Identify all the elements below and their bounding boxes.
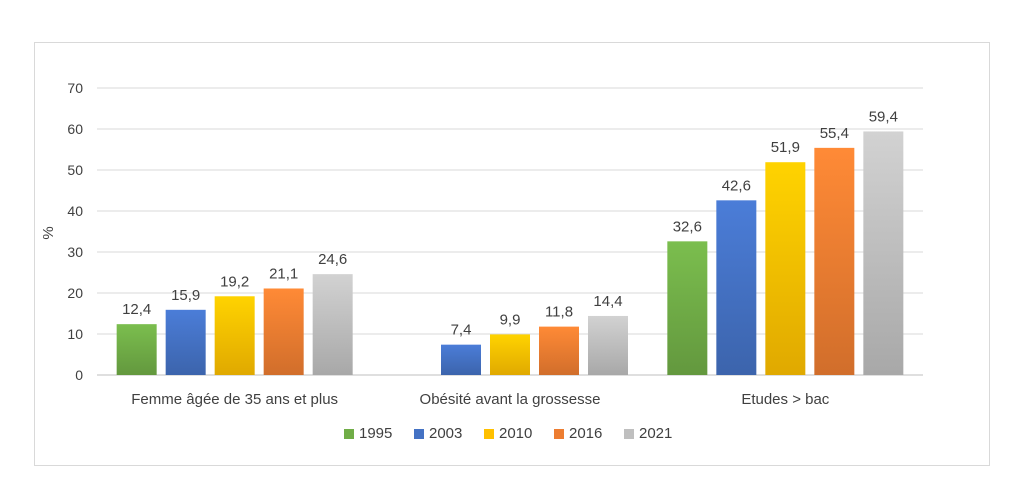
bar-2016 xyxy=(814,147,855,375)
data-labels: 12,4 15,9 19,2 21,1 24,6 7,4 9,9 11,8 14,4 32,6 42… xyxy=(122,108,898,338)
bar-1995 xyxy=(116,324,157,375)
bar-2016 xyxy=(263,288,304,375)
chart-frame: 0 10 20 30 40 50 60 70 % 12,4 15,9 19,2 21,1 24,6 7,… xyxy=(34,42,990,466)
y-axis-title: % xyxy=(40,226,57,239)
bar-1995 xyxy=(667,241,708,375)
category-labels: Femme âgée de 35 ans et plus Obésité avan… xyxy=(131,391,830,408)
data-label: 21,1 xyxy=(269,265,298,282)
data-label: 14,4 xyxy=(593,293,622,310)
bar-2003 xyxy=(716,200,757,375)
y-tick-label: 30 xyxy=(67,244,83,260)
legend-swatch xyxy=(344,429,354,439)
y-tick-label: 60 xyxy=(67,121,83,137)
bar-2010 xyxy=(214,296,255,375)
data-label: 59,4 xyxy=(869,108,898,125)
legend-label: 1995 xyxy=(359,425,392,442)
data-label: 42,6 xyxy=(722,177,751,194)
data-label: 15,9 xyxy=(171,287,200,304)
legend-label: 2021 xyxy=(639,425,672,442)
bar-2010 xyxy=(765,162,806,375)
bar-2021 xyxy=(588,315,628,375)
data-label: 12,4 xyxy=(122,301,151,318)
bar-2021 xyxy=(863,131,904,375)
legend-label: 2016 xyxy=(569,425,602,442)
category-label: Etudes > bac xyxy=(741,391,829,408)
y-tick-label: 0 xyxy=(75,367,83,383)
bar-2010 xyxy=(490,334,530,375)
bar-chart: 0 10 20 30 40 50 60 70 % 12,4 15,9 19,2 21,1 24,6 7,… xyxy=(40,80,923,442)
y-tick-label: 20 xyxy=(67,285,83,301)
data-label: 51,9 xyxy=(771,139,800,156)
bar-2016 xyxy=(539,326,579,375)
legend-label: 2010 xyxy=(499,425,532,442)
data-label: 9,9 xyxy=(500,311,521,328)
legend-label: 2003 xyxy=(429,425,462,442)
bar-2003 xyxy=(165,309,206,375)
category-label: Femme âgée de 35 ans et plus xyxy=(131,391,338,408)
legend-swatch xyxy=(554,429,564,439)
data-label: 24,6 xyxy=(318,251,347,268)
legend-swatch xyxy=(624,429,634,439)
y-tick-label: 50 xyxy=(67,162,83,178)
data-label: 11,8 xyxy=(545,304,573,321)
data-label: 19,2 xyxy=(220,273,249,290)
bars xyxy=(116,131,904,375)
data-label: 32,6 xyxy=(673,218,702,235)
category-label: Obésité avant la grossesse xyxy=(420,391,601,408)
y-axis-ticks: 0 10 20 30 40 50 60 70 xyxy=(67,80,83,383)
y-tick-label: 70 xyxy=(67,80,83,96)
legend-swatch xyxy=(414,429,424,439)
y-tick-label: 10 xyxy=(67,326,83,342)
legend-swatch xyxy=(484,429,494,439)
data-label: 55,4 xyxy=(820,125,849,142)
bar-2021 xyxy=(312,274,353,375)
legend: 1995 2003 2010 2016 2021 xyxy=(344,425,672,442)
data-label: 7,4 xyxy=(451,322,472,339)
y-tick-label: 40 xyxy=(67,203,83,219)
bar-2003 xyxy=(441,344,481,375)
